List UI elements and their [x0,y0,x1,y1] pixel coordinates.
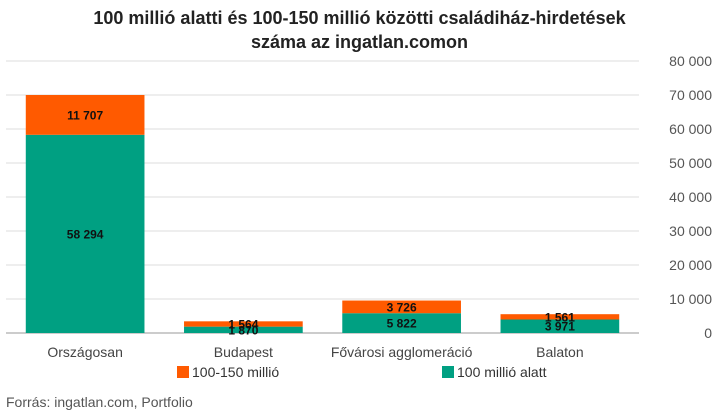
bar-segment [25,134,145,333]
bar-segment [25,94,145,135]
bar-value-label: 3 726 [387,300,417,314]
bar-value-label: 3 971 [545,320,575,334]
legend-item-under-100: 100 millió alatt [442,363,547,381]
chart-title-line-2: száma az ingatlan.comon [250,32,469,52]
chart-title-line-1: 100 millió alatti és 100-150 millió közö… [93,8,626,28]
y-tick-label: 10 000 [669,291,712,307]
bar-segment [342,300,461,314]
x-category-label: Fővárosi agglomeráció [331,344,473,360]
x-category-label: Budapest [214,344,273,360]
x-category-label: Országosan [47,344,122,360]
bar-value-label: 1 870 [228,323,258,337]
y-axis-tick-labels: 0 10 000 20 000 30 000 40 000 50 000 60 000 70 … [669,53,712,341]
bar-segment [184,321,303,327]
legend-swatch-under-100 [442,366,454,378]
y-tick-label: 0 [704,325,712,341]
legend-label-under-100: 100 millió alatt [457,364,547,380]
chart-title: 100 millió alatti és 100-150 millió közö… [0,6,719,54]
y-tick-label: 20 000 [669,257,712,273]
bar-segment [342,313,461,333]
bar-value-label: 11 707 [67,108,103,122]
legend-label-100-150: 100-150 millió [192,364,280,380]
bar-value-label: 58 294 [67,227,104,241]
y-tick-label: 60 000 [669,121,712,137]
x-category-label: Balaton [536,344,583,360]
y-tick-label: 30 000 [669,223,712,239]
bar-value-label: 1 564 [228,317,258,331]
y-tick-label: 80 000 [669,53,712,69]
y-tick-label: 50 000 [669,155,712,171]
bar-value-label: 5 822 [387,317,417,331]
legend-item-100-150: 100-150 millió [177,363,279,381]
y-tick-label: 70 000 [669,87,712,103]
bars [25,94,620,333]
bar-value-label: 1 561 [545,310,575,324]
x-axis-category-labels: Országosan Budapest Fővárosi agglomeráció B… [47,344,583,360]
bar-segment [500,319,620,333]
source-note: Forrás: ingatlan.com, Portfolio [6,394,193,410]
bar-segment [184,326,303,333]
y-tick-label: 40 000 [669,189,712,205]
legend-swatch-100-150 [177,366,189,378]
bar-segment [500,314,620,320]
